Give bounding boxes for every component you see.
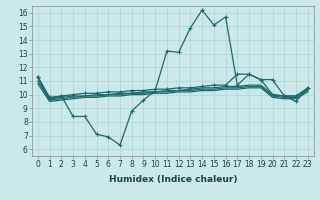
X-axis label: Humidex (Indice chaleur): Humidex (Indice chaleur) (108, 175, 237, 184)
